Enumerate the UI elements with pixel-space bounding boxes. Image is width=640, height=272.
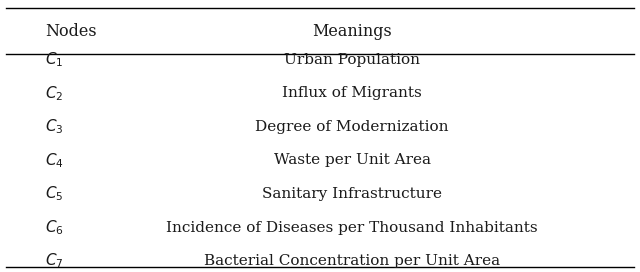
Text: $C_4$: $C_4$ (45, 151, 63, 170)
Text: Bacterial Concentration per Unit Area: Bacterial Concentration per Unit Area (204, 254, 500, 268)
Text: $C_1$: $C_1$ (45, 51, 63, 69)
Text: $C_2$: $C_2$ (45, 84, 63, 103)
Text: $C_3$: $C_3$ (45, 118, 63, 136)
Text: Incidence of Diseases per Thousand Inhabitants: Incidence of Diseases per Thousand Inhab… (166, 221, 538, 234)
Text: Influx of Migrants: Influx of Migrants (282, 86, 422, 100)
Text: $C_6$: $C_6$ (45, 218, 63, 237)
Text: Nodes: Nodes (45, 23, 97, 40)
Text: Meanings: Meanings (312, 23, 392, 40)
Text: Waste per Unit Area: Waste per Unit Area (273, 153, 431, 168)
Text: Sanitary Infrastructure: Sanitary Infrastructure (262, 187, 442, 201)
Text: $C_7$: $C_7$ (45, 252, 63, 270)
Text: $C_5$: $C_5$ (45, 185, 63, 203)
Text: Degree of Modernization: Degree of Modernization (255, 120, 449, 134)
Text: Urban Population: Urban Population (284, 53, 420, 67)
